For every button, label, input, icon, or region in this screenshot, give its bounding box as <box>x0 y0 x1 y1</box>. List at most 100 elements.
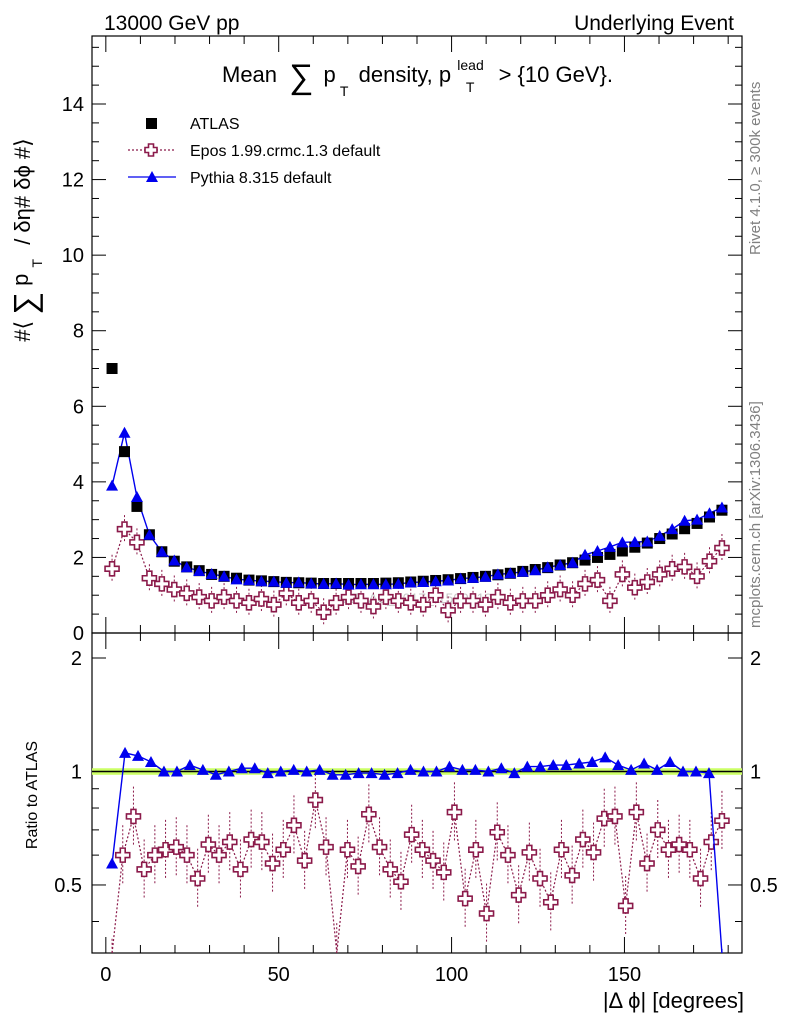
main-ytick-label: 14 <box>62 94 84 116</box>
ratio-pythia-point <box>586 755 599 767</box>
main-axis-ticks: 0 2 4 6 8 10 12 14 <box>62 36 742 645</box>
pythia-point <box>106 479 119 491</box>
epos-point <box>415 596 432 613</box>
pythia-point <box>479 570 492 582</box>
epos-point <box>589 572 606 588</box>
atlas-point <box>119 446 130 458</box>
epos-point <box>676 559 693 575</box>
main-series-group <box>104 363 730 627</box>
epos-point <box>602 593 618 609</box>
ratio-epos-point <box>339 841 356 858</box>
pythia-point <box>242 574 255 586</box>
pythia-point <box>467 571 480 583</box>
epos-point <box>564 587 581 604</box>
epos-point <box>203 593 220 609</box>
ratio-pythia-point <box>677 765 690 777</box>
pythia-point <box>280 576 293 588</box>
ratio-pythia-point <box>612 759 625 771</box>
pythia-point <box>218 570 231 582</box>
epos-point <box>141 570 158 587</box>
epos-point <box>639 574 656 590</box>
ratio-pythia-point <box>313 763 326 775</box>
ratio-epos-point <box>564 867 580 884</box>
epos-point <box>241 594 257 611</box>
ratio-epos-point <box>361 806 377 823</box>
epos-point <box>627 579 643 596</box>
ratio-epos-point <box>296 852 313 869</box>
ratio-pythia-point <box>443 760 456 772</box>
legend-marker-epos <box>144 143 158 157</box>
epos-point <box>502 594 519 611</box>
ratio-pythia-point <box>689 765 702 777</box>
pythia-point <box>653 529 666 541</box>
pythia-point <box>330 577 343 589</box>
epos-point <box>614 566 631 583</box>
ratio-pythia-point <box>170 765 183 777</box>
ratio-pythia-point <box>378 768 391 780</box>
main-ytick-label: 8 <box>73 321 84 343</box>
ratio-epos-point <box>553 841 570 858</box>
ratio-epos-point <box>221 834 238 850</box>
ratio-pythia-point <box>456 763 469 775</box>
rivet-label: Rivet 4.1.0, ≥ 300k events <box>747 82 764 255</box>
epos-point <box>577 576 593 592</box>
ratio-epos-point <box>521 844 538 861</box>
epos-point <box>166 581 183 598</box>
epos-point <box>552 581 568 598</box>
ratio-pythia-point <box>482 765 495 777</box>
ratio-epos-point <box>168 839 185 855</box>
ratio-epos-point <box>114 847 131 863</box>
ratio-epos-point <box>542 894 559 911</box>
ratio-epos-point <box>318 839 334 855</box>
main-ytick-label: 4 <box>73 472 84 494</box>
ratio-epos-point <box>211 847 227 863</box>
ratio-xtick-label: 150 <box>608 964 641 986</box>
ylabel-open: #⟨ <box>10 321 35 342</box>
epos-point <box>390 593 407 609</box>
ratio-ytick-label-right: 2 <box>750 648 761 670</box>
title-density: density, p <box>359 62 452 87</box>
main-ytick-label: 2 <box>73 547 84 569</box>
epos-point <box>701 553 718 570</box>
legend-marker-atlas <box>146 118 157 129</box>
ratio-epos-point <box>607 808 623 825</box>
atlas-point <box>616 545 628 557</box>
pythia-point <box>491 568 504 580</box>
epos-point <box>427 587 444 604</box>
pythia-point <box>591 545 604 557</box>
epos-point <box>228 593 245 609</box>
pythia-point <box>554 558 567 570</box>
title-p: p <box>324 62 336 87</box>
pythia-point <box>392 577 405 589</box>
ratio-axis-ticks: 0.5 0.5 1 1 2 2 0 50 100 150 <box>54 633 778 986</box>
pythia-point <box>168 554 181 566</box>
pythia-point <box>317 577 330 589</box>
ratio-pythia-point <box>157 765 170 777</box>
ratio-ytick-label-left: 2 <box>71 648 82 670</box>
ratio-pythia-point <box>106 857 119 869</box>
pythia-point <box>691 513 704 525</box>
ratio-epos-point <box>510 887 527 903</box>
ratio-pythia-point <box>430 765 443 777</box>
ratio-ytick-label-left: 1 <box>71 761 82 783</box>
ratio-pythia-point <box>534 760 547 772</box>
ratio-epos-point <box>703 834 720 850</box>
atlas-point <box>579 554 591 566</box>
pythia-point <box>579 548 592 560</box>
pythia-point <box>628 535 641 547</box>
pythia-series-line <box>111 432 723 586</box>
ratio-xtick-label: 0 <box>100 964 111 986</box>
ratio-epos-point <box>403 826 420 843</box>
legend-label-pythia: Pythia 8.315 default <box>190 170 332 187</box>
pythia-point <box>616 536 629 548</box>
legend: ATLAS Epos 1.99.crmc.1.3 default Pythia … <box>128 116 381 187</box>
ratio-epos-point <box>382 861 399 878</box>
ratio-pythia-point <box>326 768 339 780</box>
epos-point <box>402 594 419 611</box>
ratio-pythia-point <box>573 757 586 769</box>
pythia-point <box>193 565 206 577</box>
ratio-epos-point <box>575 831 591 848</box>
pythia-point <box>180 561 193 573</box>
ratio-pythia-point <box>521 760 534 772</box>
ratio-epos-point <box>200 836 217 853</box>
